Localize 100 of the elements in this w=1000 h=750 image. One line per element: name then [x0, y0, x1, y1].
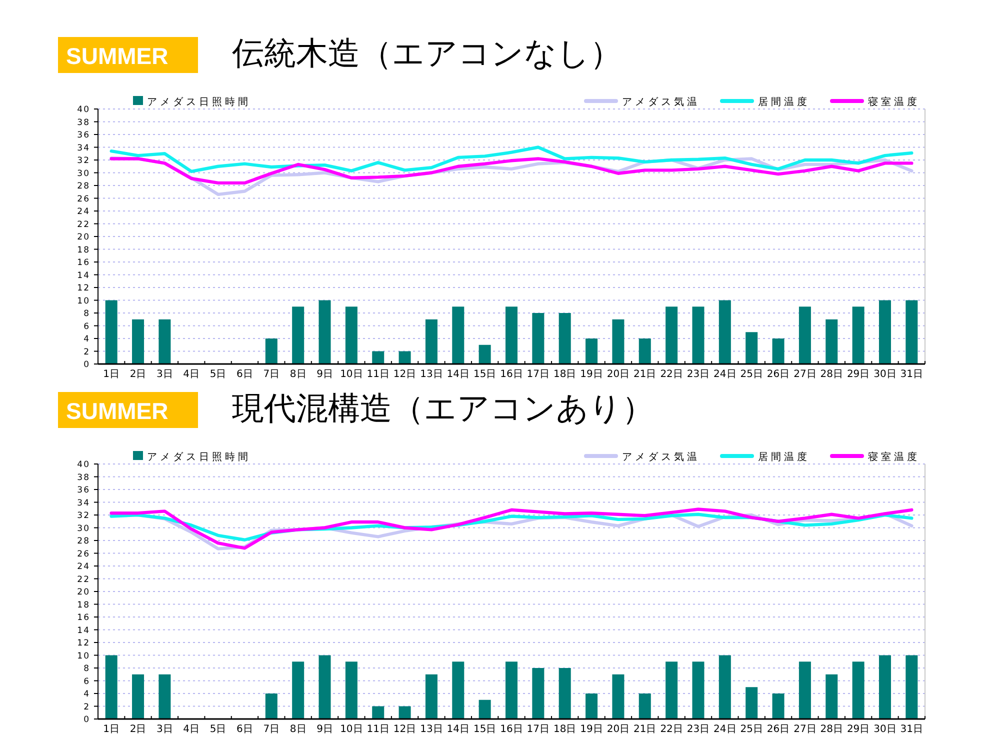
bar [292, 662, 304, 719]
bar [666, 662, 678, 719]
x-tick-label: 16日 [500, 724, 523, 735]
y-tick-label: 34 [77, 498, 90, 508]
x-tick-label: 8日 [290, 369, 306, 380]
x-tick-label: 6日 [236, 724, 253, 735]
y-tick-label: 38 [77, 118, 90, 128]
bar [586, 694, 598, 719]
bar [478, 700, 491, 719]
y-tick-label: 16 [77, 613, 90, 623]
x-tick-label: 14日 [446, 369, 470, 380]
y-tick-label: 40 [77, 460, 90, 470]
bar [612, 674, 624, 719]
bar [906, 300, 918, 364]
x-tick-label: 20日 [606, 369, 630, 380]
x-tick-label: 24日 [714, 369, 736, 380]
bar [105, 655, 118, 719]
bar [372, 351, 384, 364]
bar [638, 338, 651, 364]
legend-label: アメダス日照時間 [147, 96, 251, 108]
bar [798, 306, 811, 364]
x-tick-label: 21日 [634, 369, 656, 380]
y-tick-label: 4 [84, 334, 90, 344]
y-tick-label: 8 [84, 309, 90, 319]
x-tick-label: 1日 [103, 369, 120, 380]
bar [746, 332, 758, 364]
x-tick-label: 4日 [183, 724, 200, 735]
chart-title: 伝統木造（エアコンなし） [232, 34, 622, 72]
x-tick-label: 27日 [794, 724, 816, 735]
y-tick-label: 24 [77, 562, 90, 572]
x-tick-label: 7日 [263, 369, 280, 380]
x-tick-label: 4日 [183, 369, 200, 380]
chart-subtitle: SUMMER [66, 398, 169, 424]
x-tick-label: 2日 [130, 724, 146, 735]
x-tick-label: 9日 [316, 369, 333, 380]
x-tick-label: 6日 [236, 369, 253, 380]
line-series [110, 157, 914, 185]
x-tick-label: 3日 [156, 369, 173, 380]
x-tick-label: 31日 [900, 369, 924, 380]
bar [105, 300, 118, 364]
y-tick-label: 34 [77, 143, 90, 154]
bar [532, 668, 544, 719]
bar [666, 306, 678, 364]
x-tick-label: 12日 [393, 724, 416, 735]
x-tick-label: 31日 [900, 724, 924, 735]
x-tick-label: 19日 [580, 724, 603, 735]
y-tick-label: 4 [84, 690, 90, 700]
bar [478, 344, 491, 364]
y-tick-label: 0 [84, 715, 90, 725]
x-tick-label: 3日 [156, 724, 173, 735]
y-tick-label: 14 [77, 626, 90, 636]
y-tick-label: 22 [77, 220, 90, 230]
x-tick-label: 25日 [740, 724, 763, 735]
chart-title: 現代混構造（エアコンあり） [232, 389, 654, 427]
bar [132, 674, 144, 719]
bar [345, 662, 358, 719]
y-tick-label: 26 [77, 194, 90, 204]
y-tick-label: 20 [77, 232, 90, 242]
bar [372, 706, 384, 719]
x-tick-label: 26日 [766, 369, 790, 380]
x-tick-label: 5日 [210, 369, 226, 380]
x-tick-label: 30日 [874, 369, 896, 380]
y-tick-label: 6 [84, 322, 90, 332]
bar [292, 306, 304, 364]
x-tick-label: 11日 [366, 724, 390, 735]
y-tick-label: 32 [77, 156, 90, 166]
y-tick-label: 36 [77, 486, 90, 496]
x-tick-label: 10日 [340, 369, 363, 380]
bar [826, 674, 838, 719]
x-tick-label: 30日 [874, 724, 896, 735]
x-tick-label: 17日 [526, 369, 550, 380]
bar [265, 338, 278, 364]
bar [506, 306, 518, 364]
x-tick-label: 19日 [580, 369, 603, 380]
bar [558, 313, 571, 364]
y-tick-label: 36 [77, 130, 90, 140]
bar [718, 300, 731, 364]
legend-label: 寝室温度 [868, 96, 920, 108]
y-tick-label: 10 [77, 296, 90, 306]
bar [318, 300, 331, 364]
x-tick-label: 9日 [316, 724, 333, 735]
chart-subtitle: SUMMER [66, 43, 169, 69]
legend-label: 居間温度 [758, 96, 810, 108]
y-tick-label: 2 [84, 347, 90, 358]
x-tick-label: 7日 [263, 724, 280, 735]
y-tick-label: 14 [77, 270, 90, 281]
legend-label: 寝室温度 [868, 451, 920, 463]
bar [318, 655, 331, 719]
x-tick-label: 17日 [526, 724, 550, 735]
bar [692, 662, 704, 719]
x-tick-label: 12日 [393, 369, 416, 380]
x-tick-label: 13日 [420, 369, 443, 380]
y-tick-label: 22 [77, 574, 90, 585]
y-tick-label: 8 [84, 664, 90, 674]
y-tick-label: 2 [84, 702, 90, 712]
bar [878, 655, 891, 719]
x-tick-label: 15日 [473, 724, 496, 735]
y-tick-label: 26 [77, 549, 90, 560]
y-tick-label: 32 [77, 511, 90, 521]
y-tick-label: 38 [77, 472, 90, 483]
